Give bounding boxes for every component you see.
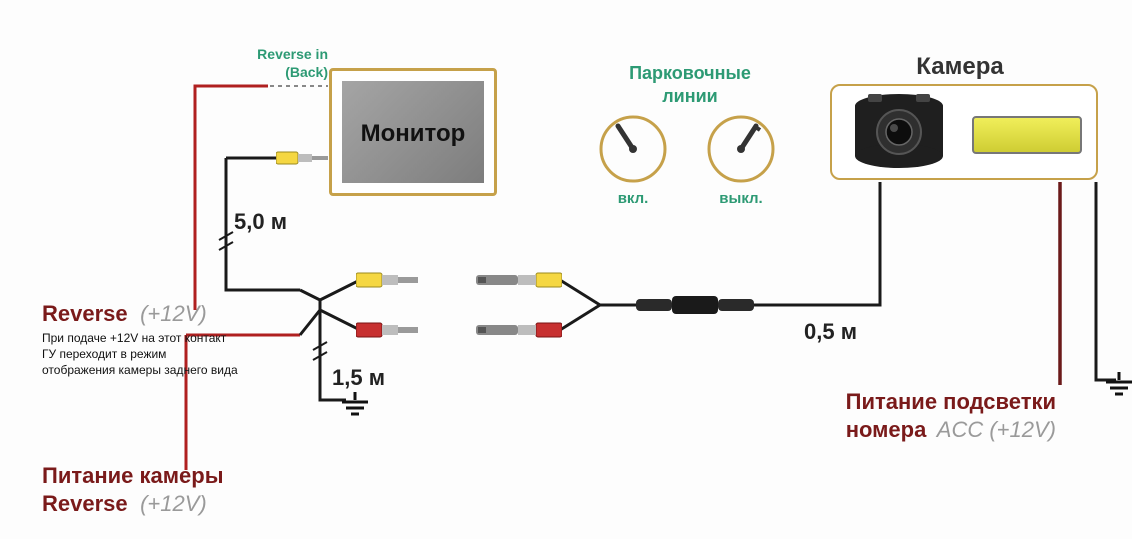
- rca-red-female-right-icon: [476, 318, 562, 342]
- camera-power-label: Питание камеры Reverse (+12V): [42, 462, 224, 517]
- reverse-volt: (+12V): [140, 301, 207, 326]
- license-power-line2: номера: [846, 417, 927, 442]
- rca-yellow-male-left-icon: [356, 268, 422, 292]
- license-power-label: Питание подсветки номера ACC (+12V): [806, 388, 1056, 443]
- reverse-text: Reverse: [42, 301, 128, 326]
- parking-dial-on-icon: [596, 112, 670, 186]
- ground-right-icon: [1104, 372, 1132, 400]
- parking-off-label: выкл.: [704, 190, 778, 209]
- parking-lines-title: Парковочные линии: [590, 62, 790, 107]
- rca-yellow-monitor-icon: [276, 148, 332, 168]
- camera-title: Камера: [860, 52, 1060, 82]
- plate-light-icon: [972, 116, 1082, 154]
- rca-red-male-left-icon: [356, 318, 422, 342]
- inline-connector-icon: [636, 292, 754, 318]
- ground-left-icon: [340, 392, 370, 420]
- camera-power-volt: (+12V): [140, 491, 207, 516]
- length-1-5m-label: 1,5 м: [332, 364, 385, 392]
- camera-icon: [844, 90, 954, 176]
- license-power-line1: Питание подсветки: [806, 388, 1056, 416]
- reverse-12v-label: Reverse (+12V): [42, 300, 207, 328]
- license-power-acc: ACC (+12V): [937, 417, 1056, 442]
- camera-assembly: [830, 84, 1098, 180]
- parking-on-label: вкл.: [596, 190, 670, 209]
- length-5m-label: 5,0 м: [234, 208, 287, 236]
- length-0-5m-label: 0,5 м: [804, 318, 857, 346]
- rca-yellow-female-right-icon: [476, 268, 562, 292]
- parking-dial-off-icon: [704, 112, 778, 186]
- reverse-in-label: Reverse in (Back): [238, 46, 328, 81]
- monitor-label: Монитор: [332, 119, 494, 149]
- monitor: Монитор: [329, 68, 497, 196]
- reverse-note: При подаче +12V на этот контакт ГУ перех…: [42, 330, 238, 379]
